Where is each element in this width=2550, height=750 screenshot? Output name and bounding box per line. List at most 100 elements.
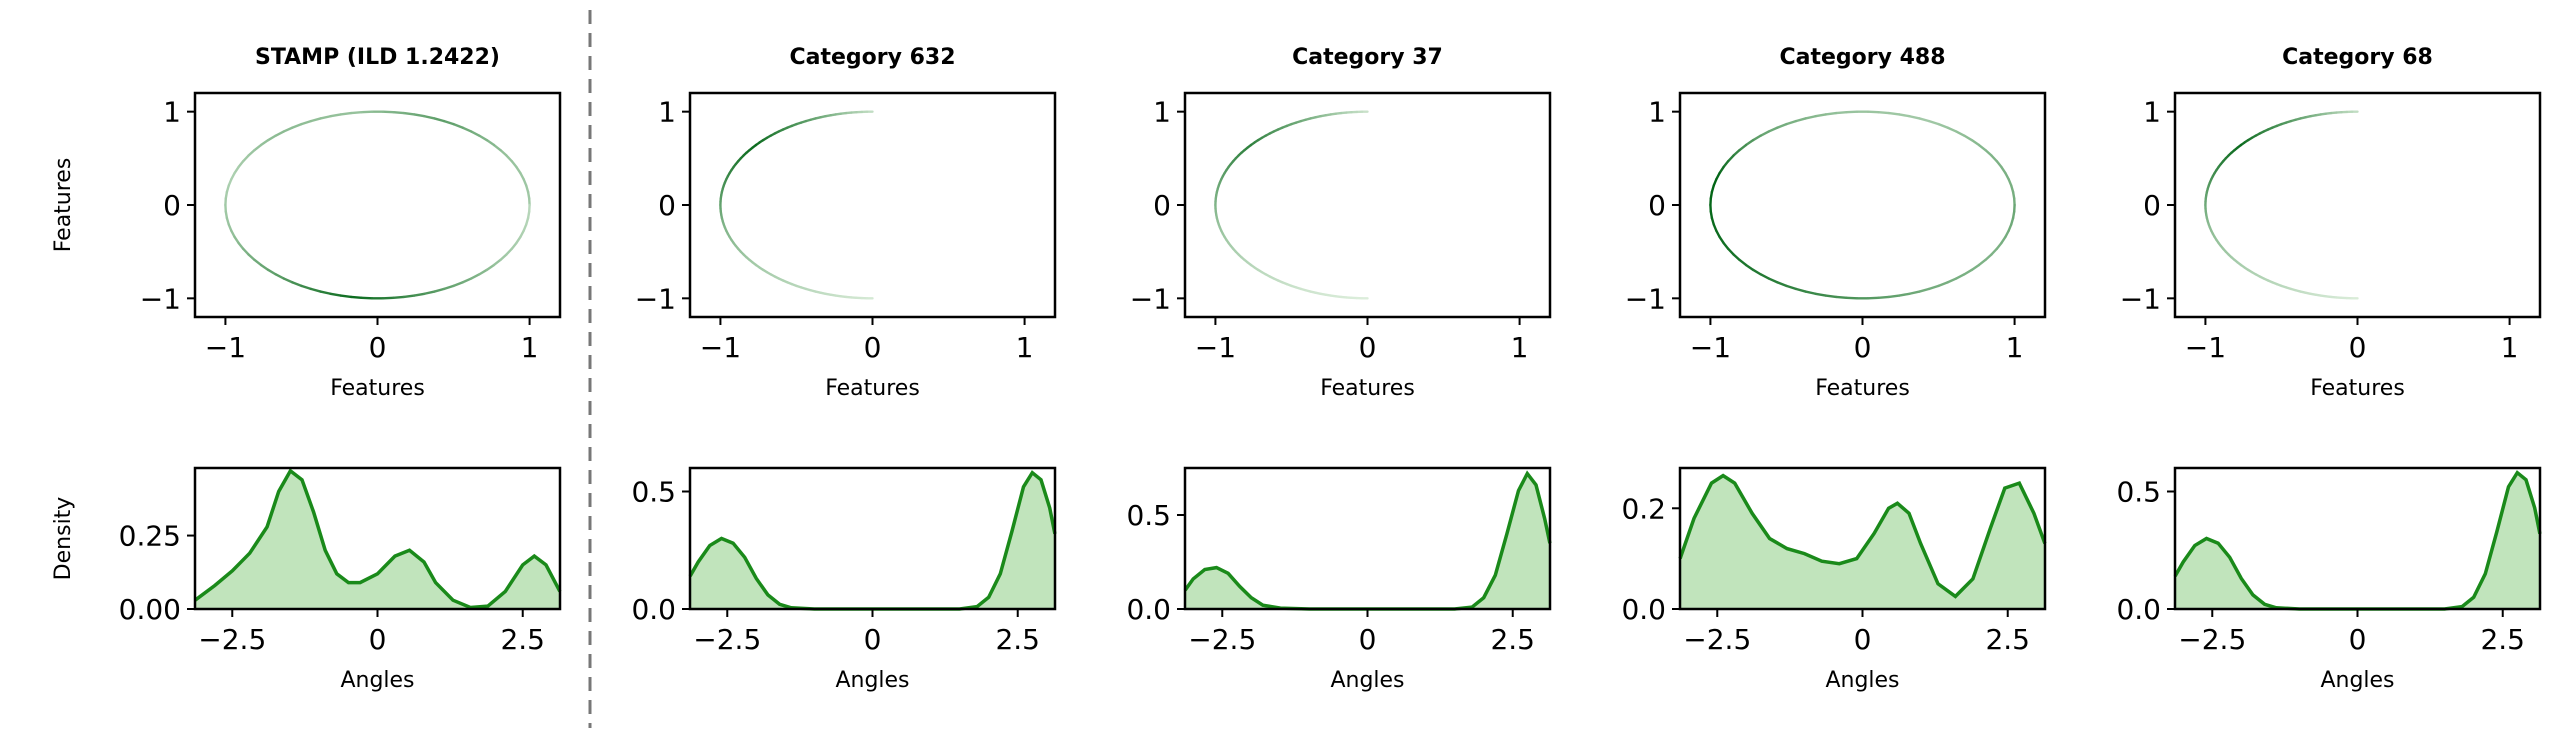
panel-9: −2.5 0 2.5 0.0 0.5 Angles [2116,466,2542,693]
circle-segment-0-57 [274,273,286,280]
panels: −1 0 1 −1 0 1 STAMP (ILD 1.2422) Features Featur… [51,45,2542,693]
x-axis-label: Features [1815,376,1910,401]
circle-segment-0-72 [423,290,436,295]
circle-segment-0-31 [282,126,294,133]
circle-segment-0-57 [1759,273,1771,280]
y-tick-label: 1 [658,96,676,129]
circle-segment-0-5 [515,165,522,175]
circle-segment-0-55 [259,263,270,272]
circle-segment-0-60 [300,284,313,291]
circle-segment-0-6 [1995,159,2003,169]
x-axis-label: Angles [1825,668,1899,693]
x-axis-label: Angles [1330,668,1404,693]
panel-5: −2.5 0 2.5 0.0 0.5 Angles [1126,466,1552,693]
panel-0: −1 0 1 −1 0 1 STAMP (ILD 1.2422) Features Featur… [51,45,562,401]
x-tick-label: −1 [700,331,741,364]
circle-segment-0-15 [442,119,455,126]
x-axis-label: Angles [340,668,414,693]
circle-segment-0-55 [1744,263,1755,272]
circle-segment-0-32 [1759,130,1771,137]
x-tick-label: 2.5 [2480,623,2525,656]
y-tick-label: 0.00 [119,593,181,626]
circle-segment-0-29 [1785,119,1798,126]
circle-segment-0-60 [1785,284,1798,291]
circle-segment-0-53 [1732,253,1741,262]
panel-title: Category 488 [1779,45,1945,70]
circle-segment-0-63 [1814,292,1827,297]
y-tick-label: 0 [2143,189,2161,222]
density-line [194,468,562,610]
circle-segment-0-77 [469,273,481,280]
axes-frame [688,91,1057,319]
circle-segment-0-59 [1776,281,1788,288]
circle-segment-0-50 [1718,235,1725,245]
circle-segment-0-61 [1794,287,1807,293]
y-tick-label: −1 [1625,282,1666,315]
panel-title: Category 68 [2282,45,2433,70]
circle-segment-0-13 [1946,126,1958,133]
circle-segment-0-62 [319,290,332,295]
y-tick-label: 0.5 [631,476,676,509]
x-tick-label: 1 [521,331,539,364]
circle-segment-0-38 [1722,159,1730,169]
circle-segment-0-84 [2000,235,2007,245]
circle-segment-0-72 [1908,290,1921,295]
x-tick-label: 0 [1359,331,1377,364]
circle-segment-0-51 [237,241,245,251]
y-tick-label: 0.0 [1621,593,1666,626]
circle-segment-0-37 [1727,154,1735,163]
circle-segment-0-16 [433,117,446,123]
density-area [690,472,1055,609]
circle-segment-0-39 [1718,165,1725,175]
x-tick-label: −2.5 [2178,623,2246,656]
circle-segment-0-36 [247,148,256,157]
x-tick-label: 1 [1511,331,1529,364]
circle-segment-0-77 [1954,273,1966,280]
circle-segment-0-64 [1824,294,1838,299]
circle-segment-0-31 [1767,126,1779,133]
circle-segment-0-33 [266,134,277,142]
y-tick-label: 0 [658,189,676,222]
x-tick-label: 0 [864,331,882,364]
x-tick-label: 2.5 [1490,623,1535,656]
circle-segment-0-11 [1963,134,1974,142]
circle-segment-0-65 [349,295,363,300]
circle-segment-0-84 [515,235,522,245]
y-tick-label: 0.2 [1621,492,1666,525]
panel-2: −1 0 1 −1 0 1 Category 632 Features [635,45,1057,401]
circle-segment-0-30 [1776,122,1788,129]
x-axis-label: Features [2310,376,2405,401]
y-axis-label: Features [51,158,76,253]
density-area [195,470,560,609]
circle-segment-0-34 [1744,138,1755,147]
circle-segment-0-16 [1918,117,1931,123]
y-tick-label: 0.0 [1126,593,1171,626]
x-tick-label: 0 [1854,623,1872,656]
circle-segment-0-78 [1963,268,1974,276]
panel-title: Category 37 [1292,45,1443,70]
circle-segment-0-17 [423,115,436,120]
circle-segment-0-27 [319,115,332,120]
circle-segment-0-83 [1995,241,2003,251]
circle-segment-0-80 [492,258,502,267]
x-tick-label: −1 [1195,331,1236,364]
x-tick-label: 0 [369,623,387,656]
x-tick-label: −2.5 [1683,623,1751,656]
x-tick-label: 2.5 [500,623,545,656]
circle-segment-0-10 [1970,138,1981,147]
circle-segment-0-71 [1898,292,1911,297]
circle-segment-0-39 [233,165,240,175]
circle-segment-0-74 [1927,284,1940,291]
x-tick-label: −2.5 [1188,623,1256,656]
circle-segment-0-65 [1834,295,1848,300]
x-axis-label: Features [330,376,425,401]
circle-segment-0-64 [339,294,353,299]
axes-frame [2173,91,2542,319]
circle-segment-0-81 [499,253,508,262]
circle-segment-0-11 [478,134,489,142]
circle-segment-0-26 [329,113,342,118]
panel-1: −2.5 0 2.5 0.00 0.25 Angles Density [51,466,562,693]
x-tick-label: 0 [2349,331,2367,364]
circle-segment-0-74 [442,284,455,291]
